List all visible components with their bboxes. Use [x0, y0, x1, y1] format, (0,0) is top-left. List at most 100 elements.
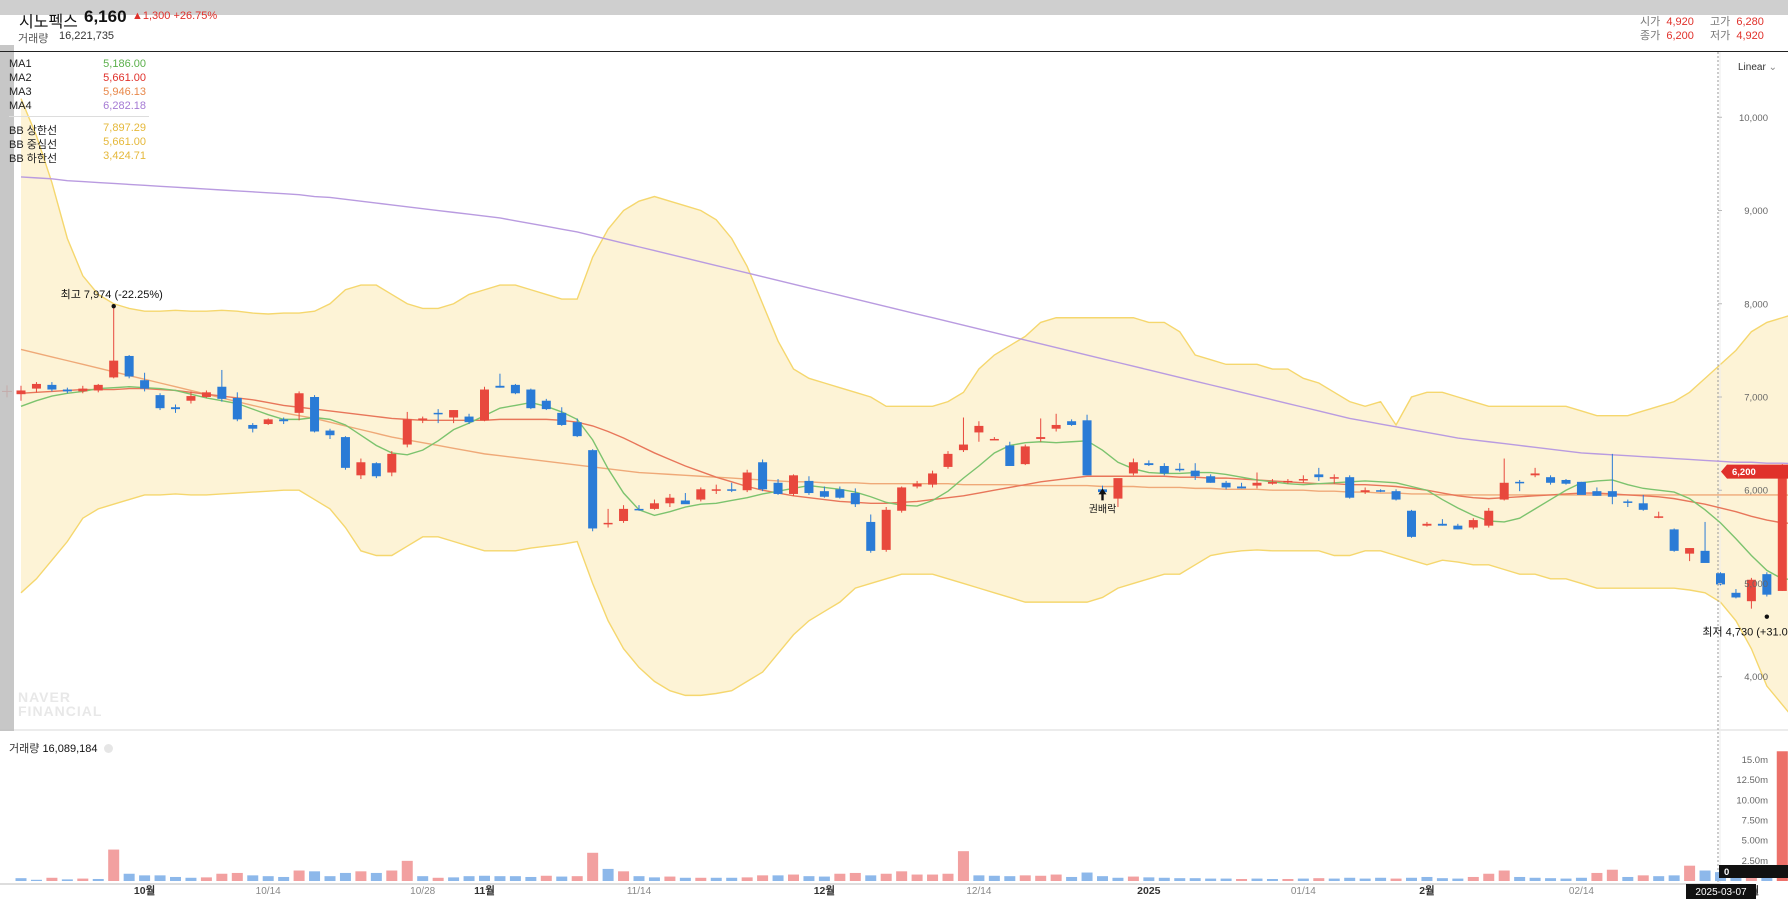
close-price: 종가 6,200	[1640, 27, 1694, 43]
x-tick-label: 2025	[1137, 885, 1161, 897]
candle-body	[387, 453, 397, 473]
moving-averages	[20, 176, 1788, 580]
volume-bar	[1189, 878, 1201, 881]
x-tick-label: 12월	[814, 884, 835, 897]
close-icon[interactable]	[103, 744, 113, 753]
volume-bar	[231, 872, 243, 881]
volume-bar	[309, 871, 321, 881]
candle-body	[1020, 446, 1030, 465]
candle-body	[1530, 473, 1540, 476]
candle	[310, 395, 320, 433]
candle-body	[974, 425, 984, 433]
candle	[727, 482, 737, 493]
volume-panel-value: 16,089,184	[42, 743, 98, 755]
candle	[1221, 480, 1231, 490]
candle-body	[526, 389, 536, 409]
candle	[974, 421, 984, 442]
candle	[665, 493, 675, 508]
candle	[912, 480, 922, 489]
candle	[742, 469, 752, 493]
candle	[325, 428, 335, 439]
candle	[1407, 509, 1416, 538]
candle-body	[943, 453, 953, 467]
volume-bar	[1390, 878, 1402, 881]
volume-bar	[1622, 876, 1634, 881]
candle-body	[418, 418, 428, 420]
candle	[1731, 589, 1741, 599]
y-tick-label: 4,000	[1744, 672, 1768, 683]
candle	[850, 488, 860, 508]
candle-body	[1638, 503, 1648, 510]
volume-bar	[339, 872, 351, 881]
volume-bar	[1575, 877, 1587, 881]
candle-body	[649, 503, 659, 509]
candle	[340, 436, 350, 470]
candle	[1345, 475, 1355, 499]
candle	[634, 505, 644, 511]
candle	[1267, 479, 1277, 485]
volume-bar	[633, 876, 645, 881]
candle	[1067, 419, 1077, 426]
volume-bar	[1344, 877, 1356, 881]
volume-bar	[880, 873, 892, 881]
volume-bar	[1050, 874, 1062, 881]
candle	[1082, 414, 1092, 476]
volume-bar	[463, 876, 475, 881]
candle-body	[1345, 477, 1355, 498]
chevron-down-icon: ⌄	[1768, 62, 1777, 73]
candle	[619, 505, 629, 523]
candle	[1499, 458, 1509, 501]
volume-bar	[509, 876, 521, 881]
x-tick-label: 10/14	[256, 886, 281, 897]
x-tick-label: 11월	[474, 884, 495, 897]
volume-bar	[1266, 878, 1278, 881]
volume-bar	[865, 875, 877, 881]
candle	[1654, 511, 1664, 519]
candle	[78, 385, 88, 394]
legend-ma3-value: 5,946.13	[103, 86, 146, 98]
candle-body	[789, 475, 798, 494]
volume-bar	[525, 876, 537, 881]
candle	[526, 388, 536, 410]
candle-body	[881, 509, 891, 550]
volume-zero-badge	[1719, 865, 1788, 878]
candle-body	[1005, 445, 1015, 466]
candle	[1607, 453, 1617, 505]
volume-bar	[1236, 878, 1248, 881]
candle-body	[773, 482, 783, 494]
candle-body	[1376, 490, 1386, 492]
volume-bar	[262, 876, 274, 881]
volume-bar	[1545, 878, 1557, 881]
date-badge-label: 2025-03-07	[1695, 887, 1747, 898]
candle-body	[1561, 479, 1571, 484]
candles	[16, 306, 1787, 609]
candle	[1592, 487, 1602, 496]
candle	[588, 449, 598, 532]
candle	[804, 476, 814, 495]
candle-body	[340, 437, 350, 468]
volume-bar	[1158, 877, 1170, 881]
low-value: 4,920	[1736, 30, 1764, 42]
volume-bar	[988, 875, 1000, 881]
candle	[294, 391, 304, 421]
candle	[418, 416, 428, 424]
candle	[1005, 441, 1015, 466]
candle	[1376, 489, 1386, 493]
candle-body	[449, 410, 459, 418]
candle-body	[958, 444, 968, 451]
legend-ma4-name: MA4	[9, 100, 32, 112]
scale-toggle-button[interactable]: Linear ⌄	[1738, 62, 1777, 73]
candle	[1468, 518, 1478, 530]
volume-bar	[1560, 878, 1572, 881]
bb-upper-line	[20, 98, 1788, 427]
volume-bar	[1282, 878, 1294, 881]
volume-bar	[432, 877, 444, 881]
candle-body	[248, 424, 258, 429]
header-divider	[0, 51, 1788, 52]
volume-bar	[1097, 876, 1108, 881]
candle	[1237, 482, 1247, 489]
volume-bar	[618, 871, 630, 881]
candle-body	[1623, 501, 1633, 503]
candle-body	[480, 389, 489, 421]
